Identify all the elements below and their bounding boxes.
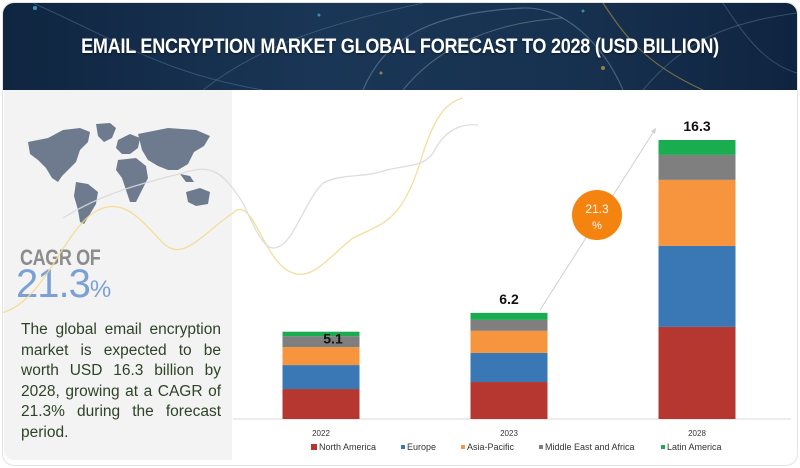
legend-swatch (661, 445, 665, 449)
legend-label: Asia-Pacific (467, 442, 515, 452)
bar-2022-middle-east-and-africa (282, 336, 360, 348)
total-label: 5.1 (323, 331, 343, 347)
x-tick-label: 2028 (688, 429, 706, 438)
header-background-lines (32, 3, 797, 90)
bar-2023-europe (470, 352, 548, 383)
cagr-bubble: 21.3 % (572, 190, 622, 240)
bar-2028-middle-east-and-africa (658, 154, 736, 180)
page-title: EMAIL ENCRYPTION MARKET GLOBAL FORECAST … (81, 34, 719, 58)
bar-2022-europe (282, 365, 360, 390)
legend-label: North America (319, 442, 376, 452)
legend-label: Europe (407, 442, 436, 452)
cagr-bubble-value: 21.3 (585, 202, 609, 216)
bar-2023-latin-america (470, 312, 548, 320)
legend-swatch (461, 445, 465, 449)
bar-2022-north-america (282, 389, 360, 419)
x-tick-label: 2023 (500, 429, 518, 438)
header-banner: EMAIL ENCRYPTION MARKET GLOBAL FORECAST … (3, 3, 797, 90)
stacked-bar-chart: 2022 2023 2028 5.1 6.2 16.3 21.3 % North Ame… (233, 118, 791, 452)
legend-swatch (539, 445, 543, 449)
bar-2023-north-america (470, 382, 548, 419)
x-tick-label: 2022 (312, 429, 330, 438)
bar-2023-asia-pacific (470, 330, 548, 353)
cagr-bubble-unit: % (592, 220, 602, 232)
legend-label: Latin America (667, 442, 722, 452)
bar-2023-middle-east-and-africa (470, 319, 548, 331)
trend-arrow-head (651, 128, 656, 134)
bar-2028-latin-america (658, 140, 736, 155)
chart-legend: North America Europe Asia-Pacific Middle Ea… (311, 442, 722, 452)
total-label: 16.3 (683, 118, 710, 134)
legend-swatch (401, 445, 405, 449)
bar-2028-asia-pacific (658, 179, 736, 246)
market-description: The global email encryption market is ex… (21, 321, 221, 441)
cagr-bubble-circle (572, 190, 622, 240)
bar-2028-europe (658, 245, 736, 327)
total-label: 6.2 (499, 291, 519, 307)
legend-label: Middle East and Africa (545, 442, 635, 452)
bar-2028-north-america (658, 326, 736, 419)
bar-2022-latin-america (282, 331, 360, 337)
legend-swatch (311, 444, 317, 450)
bar-2022-asia-pacific (282, 347, 360, 366)
